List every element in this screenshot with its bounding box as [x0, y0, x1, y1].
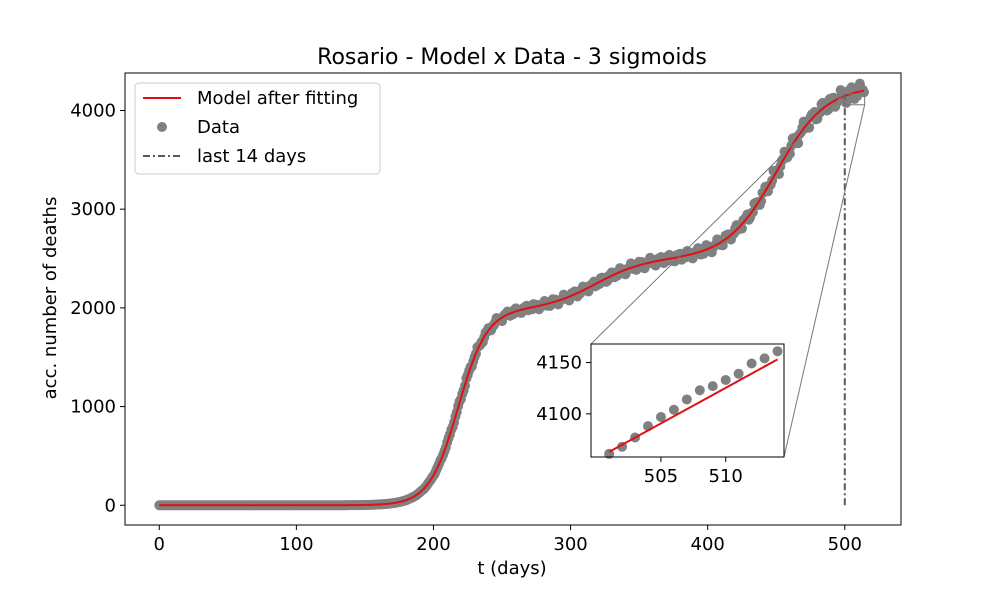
plot-frame	[124, 72, 902, 526]
zoom-connector	[783, 104, 866, 458]
data-point	[804, 122, 815, 133]
inset-data-point	[655, 411, 666, 422]
legend-model-label: Model after fitting	[197, 88, 358, 109]
inset-data-point	[681, 394, 692, 405]
inset-model-line	[608, 358, 779, 453]
legend-data-swatch	[157, 122, 167, 132]
main-series	[154, 78, 869, 511]
data-point	[756, 196, 767, 207]
inset-data-point	[746, 358, 757, 369]
inset-data-point	[668, 404, 679, 415]
inset-x-tick-label: 505	[644, 466, 678, 487]
x-tick-label: 400	[691, 534, 725, 555]
zoom-indicator	[590, 93, 866, 458]
model-line	[159, 89, 865, 507]
y-tick-label: 0	[105, 495, 116, 516]
x-tick-label: 200	[416, 534, 450, 555]
legend-vline-label: last 14 days	[197, 146, 306, 167]
zoom-connector	[590, 93, 845, 345]
inset-axes: 505 510 4100 4150	[536, 352, 743, 487]
inset-series	[604, 346, 783, 459]
x-tick-label: 100	[279, 534, 313, 555]
inset-frame	[590, 343, 785, 458]
y-tick-label: 2000	[70, 298, 116, 319]
y-tick-label: 4000	[70, 101, 116, 122]
main-plot: 0 100 200 300 400 500 0 1000 2000 3000 4000	[70, 72, 902, 555]
inset-x-tick-label: 510	[709, 466, 743, 487]
y-tick-label: 3000	[70, 199, 116, 220]
x-axis-label: t (days)	[477, 558, 546, 579]
main-axes: 0 100 200 300 400 500 0 1000 2000 3000 4000	[70, 101, 862, 555]
x-tick-label: 0	[154, 534, 165, 555]
legend: Model after fitting Data last 14 days	[134, 82, 381, 175]
inset-data-point	[772, 346, 783, 357]
data-point	[858, 87, 869, 98]
inset-data-point	[707, 381, 718, 392]
inset-data-point	[759, 353, 770, 364]
y-axis-label: acc. number of deaths	[40, 197, 61, 400]
x-tick-label: 300	[553, 534, 587, 555]
x-tick-label: 500	[828, 534, 862, 555]
inset-data-point	[720, 374, 731, 385]
inset-plot: 505 510 4100 4150	[536, 343, 785, 487]
legend-box	[134, 82, 381, 175]
inset-y-tick-label: 4100	[536, 404, 582, 425]
legend-data-label: Data	[197, 117, 240, 138]
inset-data-point	[694, 385, 705, 396]
inset-data-point	[733, 368, 744, 379]
chart-title: Rosario - Model x Data - 3 sigmoids	[317, 45, 707, 70]
inset-y-tick-label: 4150	[536, 352, 582, 373]
zoom-rectangle	[843, 93, 866, 106]
y-tick-label: 1000	[70, 397, 116, 418]
